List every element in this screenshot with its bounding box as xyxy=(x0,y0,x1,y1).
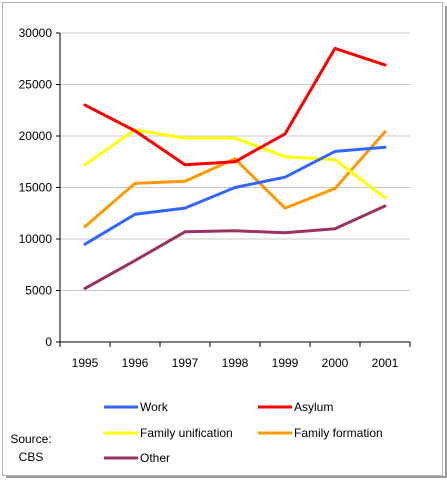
series-line-asylum xyxy=(83,46,387,167)
x-tick-label: 1995 xyxy=(72,356,99,370)
source-value: CBS xyxy=(18,450,44,464)
y-tick-label: 20000 xyxy=(19,129,53,143)
x-tick-label: 1999 xyxy=(272,356,299,370)
frame-shadow-right xyxy=(445,6,447,478)
y-tick-label: 30000 xyxy=(19,26,53,40)
legend-label-asylum: Asylum xyxy=(294,400,333,414)
frame-shadow-bottom xyxy=(6,476,447,478)
legend-label-work: Work xyxy=(140,400,169,414)
y-tick-label: 0 xyxy=(45,335,52,349)
series-line-family-formation xyxy=(83,130,387,229)
y-tick-label: 25000 xyxy=(19,78,53,92)
y-tick-label: 10000 xyxy=(19,232,53,246)
x-tick-label: 1998 xyxy=(222,356,249,370)
legend-label-family-unification: Family unification xyxy=(140,426,233,440)
series-line-work xyxy=(83,145,387,246)
x-tick-label: 1997 xyxy=(172,356,199,370)
series-line-other xyxy=(83,204,387,290)
y-tick-label: 5000 xyxy=(25,284,52,298)
source-label: Source: xyxy=(10,432,52,446)
x-tick-label: 2001 xyxy=(372,356,399,370)
x-tick-label: 2000 xyxy=(322,356,349,370)
source-note: Source: CBS xyxy=(6,430,56,466)
x-tick-label: 1996 xyxy=(122,356,149,370)
y-tick-label: 15000 xyxy=(19,181,53,195)
legend-label-family-formation: Family formation xyxy=(294,426,383,440)
legend-label-other: Other xyxy=(140,451,170,465)
